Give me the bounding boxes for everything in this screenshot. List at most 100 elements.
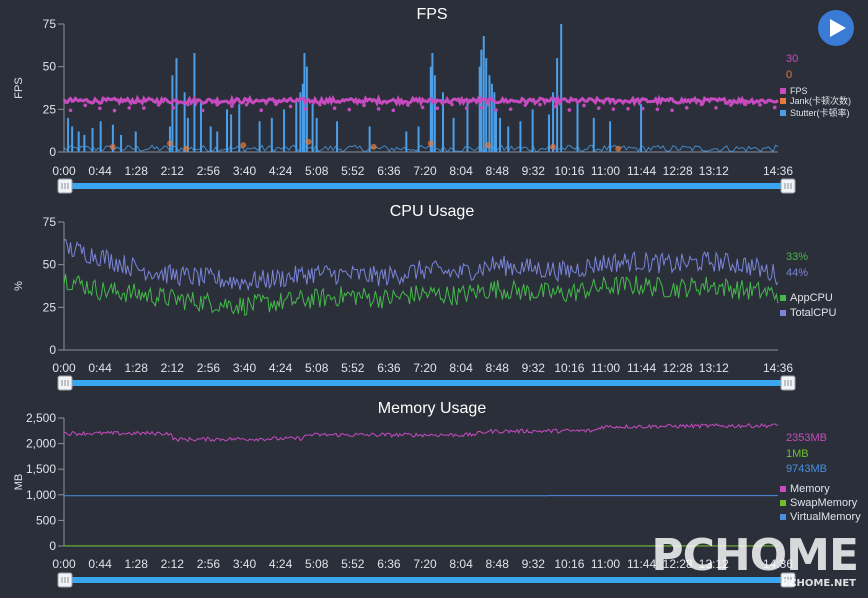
legend-entry: Stutter(卡顿率) [790,107,850,118]
x-tick-label: 0:44 [88,557,112,571]
fps-point [538,103,542,107]
fps-point [347,108,351,112]
memory-series-line [64,424,778,442]
fps-point [524,103,528,107]
current-value: 0 [786,69,792,81]
x-tick-label: 8:04 [449,557,473,571]
fps-point [436,106,440,110]
y-tick-label: 500 [36,513,56,527]
fps-point [480,106,484,110]
x-tick-label: 6:36 [377,557,401,571]
fps-point [773,106,777,110]
range-slider-track[interactable] [66,183,786,189]
y-tick-label: 75 [43,17,57,31]
y-tick-label: 0 [49,343,56,357]
fps-point [656,107,660,111]
x-tick-label: 10:16 [554,557,584,571]
fps-point [641,107,645,111]
x-tick-label: 11:44 [627,164,656,178]
legend-entry: SwapMemory [790,497,858,509]
x-tick-label: 1:28 [125,557,149,571]
x-tick-label: 2:56 [197,557,221,571]
x-tick-label: 0:00 [52,557,76,571]
fps-point [406,103,410,107]
y-axis-label: FPS [13,77,25,98]
x-tick-label: 0:00 [52,361,76,375]
x-tick-label: 8:04 [449,164,473,178]
x-tick-label: 5:08 [305,164,329,178]
fps-point [421,106,425,110]
legend-entry: FPS [790,86,808,96]
x-tick-label: 5:52 [341,557,365,571]
fps-point [171,106,175,110]
jank-point [428,140,434,146]
x-tick-label: 5:52 [341,164,365,178]
x-tick-label: 11:00 [591,164,620,178]
y-tick-label: 2,500 [26,411,56,425]
jank-point [110,144,116,150]
fps-point [83,104,87,108]
fps-point [582,104,586,108]
jank-point [167,140,173,146]
x-tick-label: 3:40 [233,361,257,375]
current-value: 1MB [786,448,809,460]
x-tick-label: 13:12 [699,361,729,375]
x-tick-label: 9:32 [522,361,546,375]
x-tick-label: 4:24 [269,361,293,375]
x-tick-label: 5:08 [305,557,329,571]
fps-point [201,109,205,113]
x-tick-label: 2:12 [161,361,185,375]
x-tick-label: 7:20 [413,164,437,178]
current-value: 9743MB [786,463,827,475]
x-tick-label: 12:28 [663,361,693,375]
x-tick-label: 6:36 [377,164,401,178]
jank-point [615,146,621,152]
play-button[interactable] [818,10,854,46]
y-tick-label: 2,000 [26,437,56,451]
fps-point [700,103,704,107]
fps-point [758,103,762,107]
x-tick-label: 3:40 [233,557,257,571]
current-value: 2353MB [786,432,827,444]
x-tick-label: 8:48 [486,361,510,375]
range-slider-track[interactable] [66,380,786,386]
jank-point [550,144,556,150]
range-slider[interactable] [58,376,795,390]
fps-point [69,108,73,112]
x-tick-label: 7:20 [413,557,437,571]
fps-point [230,104,234,108]
x-tick-label: 7:20 [413,361,437,375]
x-tick-label: 9:32 [522,557,546,571]
legend-entry: Jank(卡顿次数) [790,95,851,106]
x-tick-label: 11:00 [591,361,620,375]
fps-point [215,103,219,107]
current-value: 44% [786,267,808,279]
fps-point [612,107,616,111]
fps-point [274,102,278,106]
legend-swatch [780,500,786,506]
fps-point [553,105,557,109]
x-tick-label: 6:36 [377,361,401,375]
x-tick-label: 2:12 [161,557,185,571]
x-tick-label: 1:28 [125,361,149,375]
fps-point [597,106,601,110]
jank-point [306,139,312,145]
y-axis-label: MB [13,474,25,491]
range-slider[interactable] [58,179,795,193]
jank-point [183,146,189,152]
y-tick-label: 0 [49,145,56,159]
fps-point [113,109,117,113]
fps-point [186,103,190,107]
x-tick-label: 11:44 [627,361,656,375]
x-tick-label: 0:44 [88,361,112,375]
fps-point [127,106,131,110]
fps-point [744,103,748,107]
y-tick-label: 1,000 [26,488,56,502]
legend-entry: Memory [790,483,830,495]
fps-point [157,103,161,107]
watermark-logo: PCHOME [651,530,858,581]
fps-point [98,107,102,111]
legend-swatch [780,295,786,301]
